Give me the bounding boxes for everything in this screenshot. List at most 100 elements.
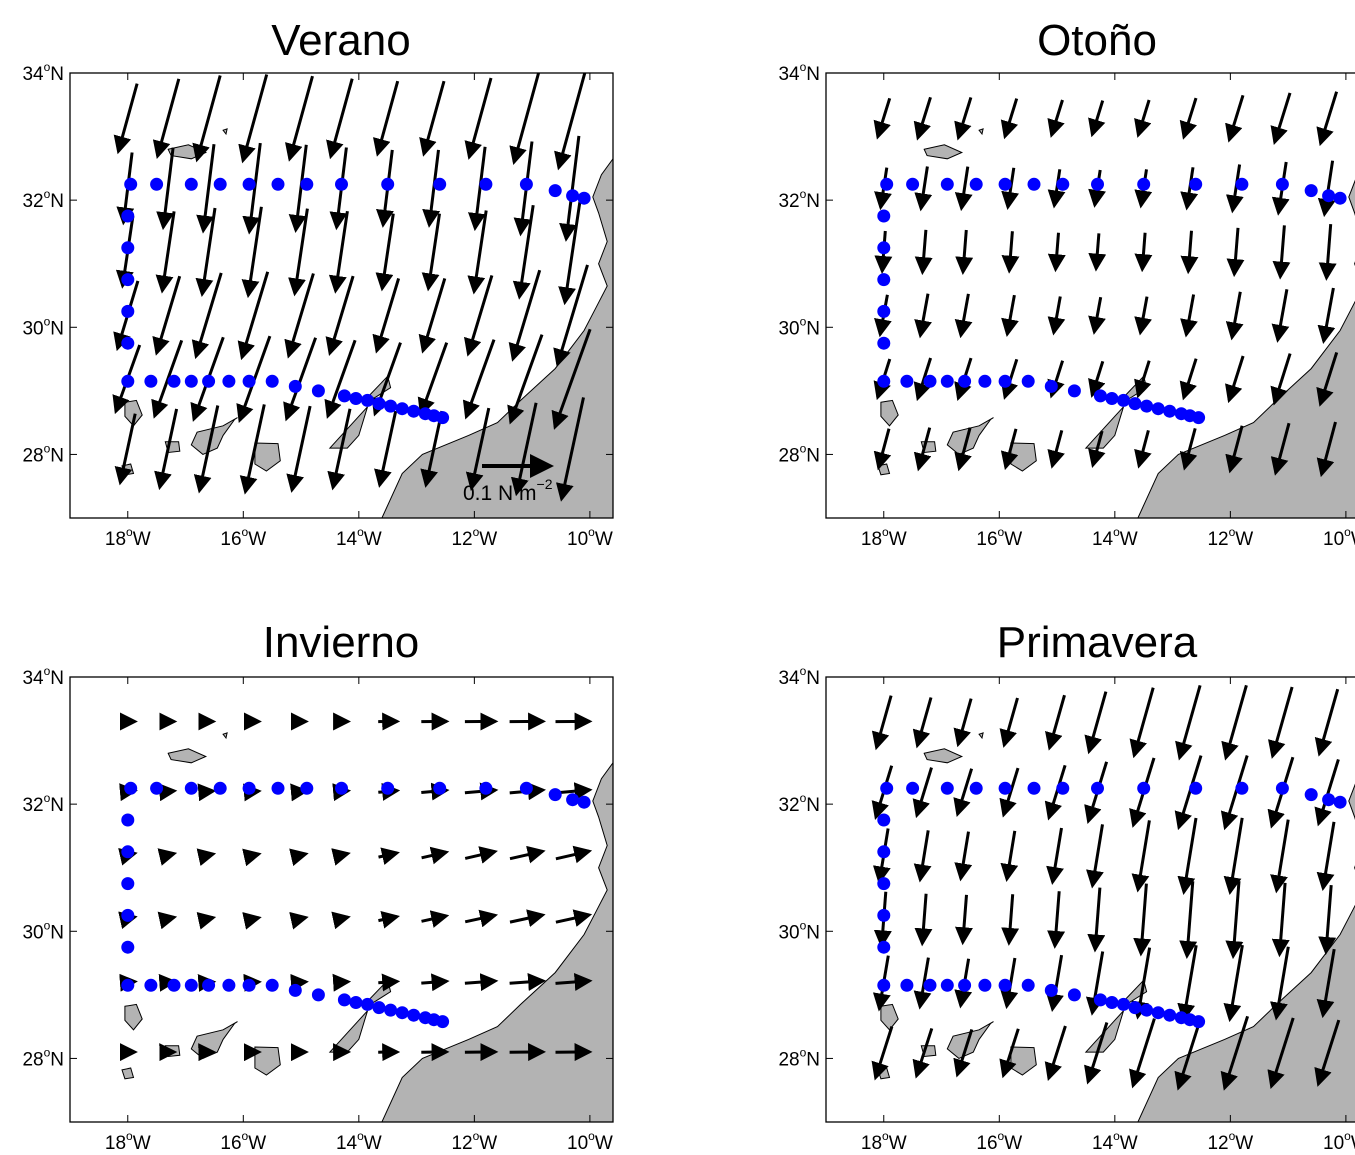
wind-stress-arrow: [913, 957, 932, 1010]
station-dot: [577, 795, 591, 809]
wind-stress-arrow: [954, 96, 973, 141]
wind-stress-arrow: [372, 80, 400, 157]
station-dot: [877, 374, 891, 388]
lat-tick-label: 28oN: [778, 441, 820, 466]
station-dot: [1128, 397, 1142, 411]
wind-stress-arrow: [241, 206, 263, 299]
wind-stress-arrow: [1316, 91, 1339, 147]
wind-stress-arrow: [1223, 944, 1244, 1023]
island: [222, 732, 228, 740]
station-dot: [940, 177, 954, 191]
wind-stress-vectors: [871, 684, 1341, 1091]
wind-stress-arrow: [1179, 358, 1198, 401]
station-dot: [121, 304, 135, 318]
wind-stress-arrow: [1225, 291, 1244, 341]
station-dot: [381, 781, 395, 795]
map-frame: [825, 676, 1355, 1123]
station-dot: [184, 781, 198, 795]
wind-stress-arrow: [290, 973, 309, 992]
island: [1084, 406, 1124, 449]
wind-stress-arrow: [1133, 883, 1152, 957]
station-dot: [978, 978, 992, 992]
station-dot: [1056, 177, 1070, 191]
wind-stress-arrow: [237, 271, 270, 361]
wind-stress-arrow: [1314, 758, 1340, 827]
map-frame: [825, 72, 1355, 519]
wind-stress-arrow: [1047, 232, 1066, 273]
station-dot: [288, 983, 302, 997]
station-dot: [1189, 177, 1203, 191]
wind-stress-arrow: [1134, 360, 1152, 399]
station-dot: [271, 781, 285, 795]
wind-stress-arrow: [1316, 948, 1336, 1019]
station-dot: [1093, 389, 1107, 403]
wind-stress-arrow: [1134, 430, 1152, 469]
station-dot: [1304, 184, 1318, 198]
wind-stress-arrow: [239, 404, 266, 495]
wind-stress-arrow: [953, 698, 973, 748]
wind-stress-arrow: [1267, 1017, 1295, 1090]
station-dot: [1105, 996, 1119, 1009]
lat-tick-label: 32oN: [22, 187, 64, 212]
wind-stress-arrow: [196, 144, 216, 234]
wind-stress-arrow: [1318, 884, 1337, 955]
station-dot: [877, 978, 891, 992]
station-dot: [121, 845, 135, 859]
lon-tick-label: 16oW: [976, 1129, 1022, 1154]
station-dot: [1189, 781, 1203, 795]
station-dot: [1163, 1008, 1177, 1022]
land-layer: [121, 732, 613, 1122]
station-dot: [300, 177, 314, 191]
station-dot: [1117, 997, 1130, 1011]
lon-tick-label: 16oW: [220, 1129, 266, 1154]
panel-title: Invierno: [263, 618, 420, 667]
wind-stress-arrow: [509, 73, 541, 165]
station-dot: [433, 781, 447, 795]
island: [978, 732, 984, 740]
station-dot: [906, 177, 920, 191]
wind-stress-arrow: [467, 210, 488, 295]
wind-stress-arrow: [192, 75, 222, 163]
wind-stress-arrow: [464, 77, 493, 160]
wind-stress-arrow: [1317, 287, 1336, 345]
wind-stress-arrow: [955, 229, 974, 275]
station-dot: [213, 177, 227, 191]
station-dot: [265, 374, 279, 388]
station-dot: [1151, 1006, 1165, 1020]
wind-stress-arrow: [288, 208, 309, 297]
wind-stress-arrow: [462, 339, 496, 420]
station-dot: [1117, 393, 1130, 407]
station-dot: [361, 393, 374, 407]
wind-stress-arrow: [285, 75, 314, 162]
station-dot: [877, 813, 891, 827]
wind-stress-arrow: [374, 410, 398, 488]
station-dot: [242, 978, 256, 992]
station-dot: [121, 908, 135, 922]
wind-stress-arrow: [1084, 691, 1108, 755]
wind-stress-arrow: [242, 912, 262, 930]
station-dot: [381, 177, 395, 191]
station-dot: [184, 177, 198, 191]
station-dot: [1322, 793, 1336, 807]
axis-ticks: 18oW 16oW 14oW 12oW 10oW 34oN 32oN 30oN 28oN: [778, 60, 1355, 550]
lon-tick-label: 18oW: [861, 1129, 907, 1154]
wind-stress-arrow: [283, 337, 318, 422]
station-dot: [124, 781, 138, 795]
station-dot: [880, 781, 894, 795]
wind-stress-arrow: [512, 204, 535, 300]
lat-tick-label: 30oN: [778, 314, 820, 339]
station-dot: [407, 404, 421, 418]
wind-stress-arrow: [1131, 820, 1151, 893]
wind-stress-arrow: [912, 767, 933, 819]
scale-vector: 0.1 N m−2: [463, 454, 554, 505]
wind-stress-arrow: [873, 428, 892, 471]
wind-stress-arrow: [913, 427, 932, 472]
wind-stress-arrow: [1044, 1025, 1067, 1082]
station-dot: [479, 781, 493, 795]
wind-stress-arrow: [1001, 167, 1020, 210]
lat-tick-label: 32oN: [778, 187, 820, 212]
wind-stress-arrow: [1000, 957, 1019, 1010]
lon-tick-label: 10oW: [1323, 525, 1355, 550]
station-dot: [900, 374, 914, 388]
lat-tick-label: 30oN: [22, 314, 64, 339]
